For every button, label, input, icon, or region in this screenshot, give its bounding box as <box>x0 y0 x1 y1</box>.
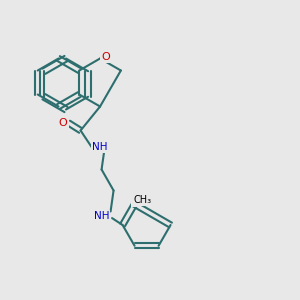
Text: CH₃: CH₃ <box>133 195 151 205</box>
Text: O: O <box>101 52 110 62</box>
Text: O: O <box>59 118 68 128</box>
Text: NH: NH <box>94 211 109 221</box>
Text: N: N <box>132 196 140 206</box>
Text: NH: NH <box>92 142 108 152</box>
